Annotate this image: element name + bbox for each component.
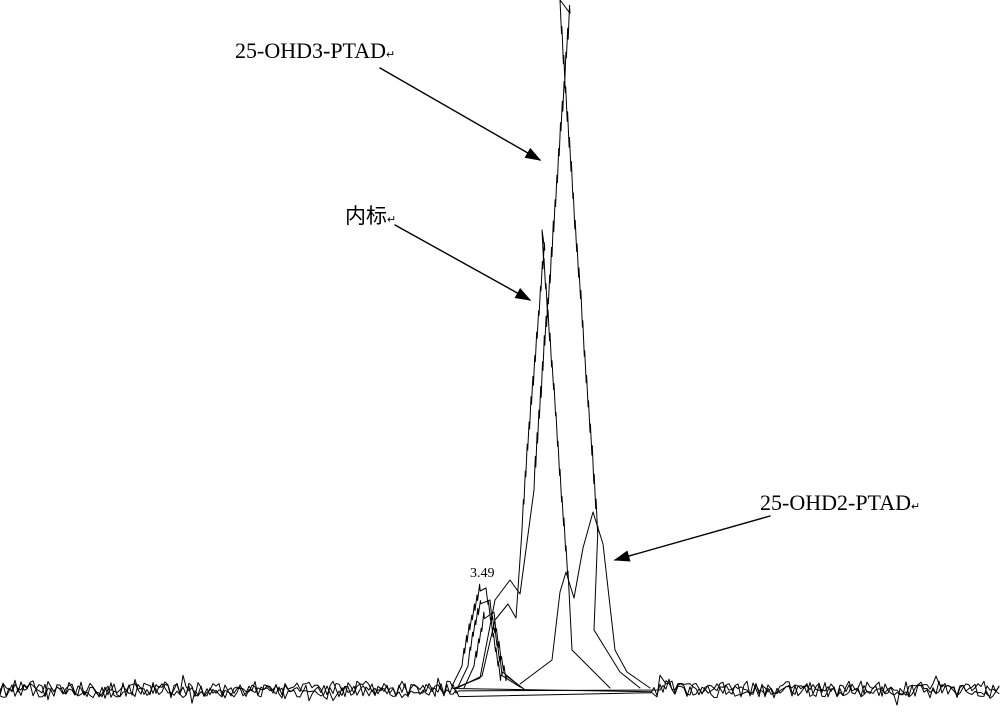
- return-char-icon: ↵: [386, 49, 395, 61]
- chromatogram-svg: [0, 0, 1000, 717]
- label-internal-standard: 内标↵: [345, 200, 396, 230]
- label-d2: 25-OHD2-PTAD↵: [760, 490, 920, 516]
- label-d3-text: 25-OHD3-PTAD: [235, 38, 386, 63]
- chromatogram-plot: 25-OHD3-PTAD↵ 内标↵ 25-OHD2-PTAD↵ 3.49: [0, 0, 1000, 717]
- return-char-icon: ↵: [911, 501, 920, 513]
- label-d2-text: 25-OHD2-PTAD: [760, 490, 911, 515]
- return-char-icon: ↵: [387, 214, 396, 226]
- label-d3: 25-OHD3-PTAD↵: [235, 38, 395, 64]
- minor-peak-label: 3.49: [470, 566, 495, 582]
- label-is-text: 内标: [345, 204, 387, 228]
